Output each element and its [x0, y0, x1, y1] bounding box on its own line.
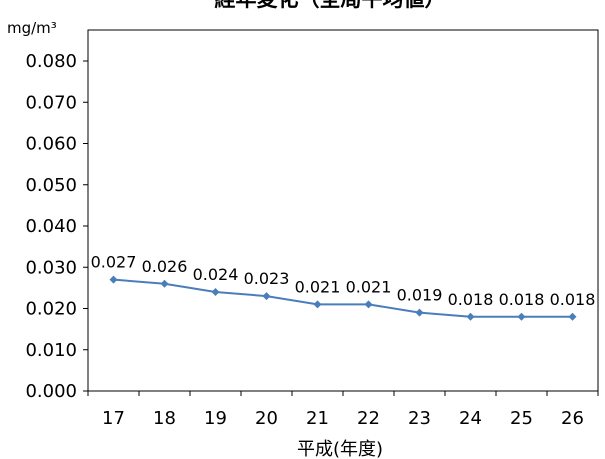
- data-label: 0.019: [397, 286, 443, 305]
- data-point: [466, 312, 475, 321]
- x-tick-label: 17: [102, 408, 125, 429]
- x-tick-label: 19: [204, 408, 227, 429]
- x-axis: 17 18 19 20 21 22 23 24 25 26: [87, 391, 599, 429]
- data-point: [211, 288, 220, 296]
- x-tick-label: 24: [459, 408, 482, 429]
- y-tick-label: 0.010: [25, 340, 77, 361]
- x-tick-label: 18: [153, 408, 176, 429]
- data-point: [568, 312, 577, 321]
- data-point: [160, 279, 169, 288]
- data-label: 0.027: [91, 253, 137, 272]
- data-labels: 0.027 0.026 0.024 0.023 0.021 0.021 0.019 0.018…: [91, 253, 596, 309]
- y-tick-label: 0.070: [25, 92, 77, 113]
- y-axis-unit: mg/m³: [7, 19, 57, 37]
- y-tick-label: 0.020: [25, 299, 77, 320]
- data-label: 0.018: [499, 290, 545, 309]
- chart-title: 経年変化（全局平均値）: [215, 0, 446, 11]
- x-tick-label: 22: [357, 408, 380, 429]
- data-point: [313, 300, 322, 309]
- series-line: [113, 278, 573, 318]
- data-point: [415, 308, 424, 317]
- data-label: 0.021: [346, 277, 392, 296]
- data-point: [517, 312, 526, 321]
- data-label: 0.021: [295, 277, 341, 296]
- data-label: 0.024: [193, 265, 239, 284]
- x-tick-label: 23: [408, 408, 431, 429]
- data-point: [262, 292, 271, 301]
- x-tick-label: 20: [255, 408, 278, 429]
- data-point: [364, 300, 373, 309]
- data-label: 0.026: [142, 257, 188, 276]
- y-tick-label: 0.030: [25, 257, 77, 278]
- x-tick-label: 21: [306, 408, 329, 429]
- data-point: [109, 275, 118, 284]
- data-label: 0.018: [448, 290, 494, 309]
- plot-area: [87, 29, 599, 392]
- x-tick-label: 26: [561, 408, 584, 429]
- y-axis: 0.000 0.010 0.020 0.030 0.040 0.050 0.060 0.070…: [25, 51, 88, 402]
- y-tick-label: 0.060: [25, 134, 77, 155]
- y-tick-label: 0.050: [25, 175, 77, 196]
- x-tick-label: 25: [510, 408, 533, 429]
- y-tick-label: 0.000: [25, 381, 77, 402]
- data-label: 0.018: [550, 290, 596, 309]
- x-axis-title: 平成(年度): [297, 439, 383, 459]
- y-tick-label: 0.040: [25, 216, 77, 237]
- series-markers: [109, 275, 577, 321]
- data-label: 0.023: [244, 269, 290, 288]
- y-tick-label: 0.080: [25, 51, 77, 72]
